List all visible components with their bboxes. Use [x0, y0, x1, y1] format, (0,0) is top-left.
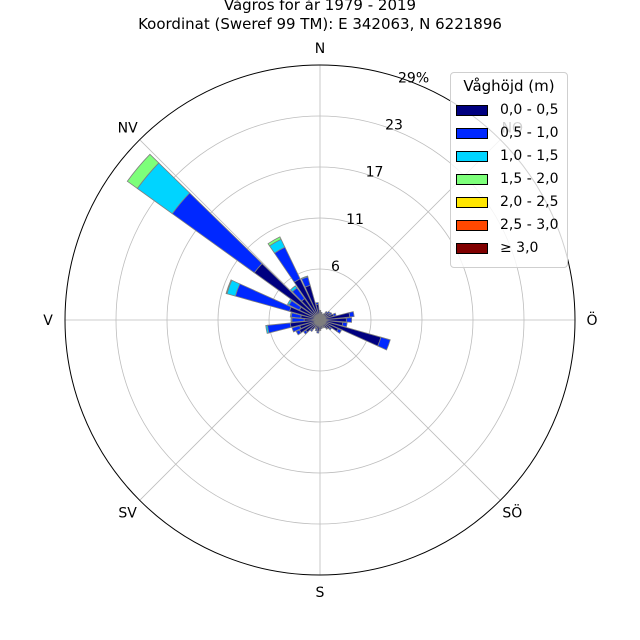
- direction-label-6: V: [43, 313, 53, 329]
- rose-sector-250-bin-1: [291, 325, 302, 333]
- rose-sector-150-bin-1: [322, 325, 326, 329]
- radial-tick-label-3: 23: [385, 118, 403, 134]
- legend-swatch: [456, 104, 488, 116]
- legend-item: 1,0 - 1,5: [456, 148, 558, 164]
- direction-label-5: SV: [118, 505, 137, 521]
- legend-label: 0,5 - 1,0: [500, 125, 559, 141]
- rose-sector-270-bin-2: [290, 317, 293, 323]
- rose-sector-280-bin-2: [289, 312, 293, 318]
- radial-tick-label-0: 6: [331, 259, 340, 275]
- rose-sector-10-bin-1: [320, 311, 323, 314]
- legend-label: 2,5 - 3,0: [500, 217, 559, 233]
- rose-sector-80-bin-1: [348, 311, 355, 318]
- rose-sector-310-bin-1: [171, 192, 263, 274]
- legend-swatch: [456, 196, 488, 208]
- rose-sector-120-bin-1: [336, 328, 342, 334]
- direction-label-0: N: [315, 41, 325, 57]
- legend-swatch: [456, 173, 488, 185]
- rose-sector-70-bin-1: [332, 312, 337, 317]
- rose-sector-330-bin-3: [267, 236, 282, 247]
- rose-sector-310-bin-3: [126, 153, 160, 190]
- direction-label-7: NV: [118, 121, 138, 137]
- direction-label-3: SÖ: [502, 503, 522, 521]
- rose-sector-110-bin-1: [377, 336, 391, 351]
- rose-sector-330-bin-1: [273, 246, 301, 283]
- rose-sector-340-bin-2: [300, 275, 309, 280]
- radial-tick-label-1: 11: [346, 212, 364, 228]
- rose-sector-260-bin-1: [267, 322, 292, 334]
- rose-sectors: [126, 153, 391, 351]
- legend-item: 2,0 - 2,5: [456, 194, 558, 210]
- rose-sector-190-bin-1: [316, 330, 320, 334]
- legend-title: Våghöjd (m): [463, 77, 555, 95]
- legend-item: 1,5 - 2,0: [456, 171, 558, 187]
- legend-swatch: [456, 242, 488, 254]
- rose-sector-130-bin-1: [328, 326, 332, 331]
- rose-sector-240-bin-1: [295, 329, 302, 336]
- rose-sector-200-bin-1: [314, 328, 318, 332]
- legend-item: 2,5 - 3,0: [456, 217, 558, 233]
- legend-item: ≥ 3,0: [456, 240, 538, 256]
- legend-label: ≥ 3,0: [500, 240, 539, 256]
- rose-sector-350-bin-1: [315, 302, 319, 306]
- legend-swatch: [456, 219, 488, 231]
- rose-sector-260-bin-2: [265, 324, 270, 334]
- polar-frame: [64, 64, 576, 576]
- grid-spoke: [139, 319, 321, 501]
- legend-label: 0,0 - 0,5: [500, 102, 559, 118]
- radial-tick-label-2: 17: [366, 165, 384, 181]
- rose-sector-140-bin-1: [325, 326, 329, 330]
- grid-spoke: [319, 319, 501, 501]
- rose-sector-230-bin-1: [303, 329, 308, 335]
- legend-label: 1,0 - 1,5: [500, 148, 559, 164]
- legend-swatch: [456, 150, 488, 162]
- rose-sector-300-bin-2: [286, 299, 293, 306]
- radial-tick-labels: 6 11 17 23 29%: [331, 70, 429, 274]
- rose-sector-320-bin-2: [289, 285, 298, 293]
- chart-title: Vågros för år 1979 - 2019 Koordinat (Swe…: [0, 0, 640, 34]
- rose-sector-110-bin-0: [319, 319, 382, 347]
- legend-label: 2,0 - 2,5: [500, 194, 559, 210]
- title-line-2: Koordinat (Sweref 99 TM): E 342063, N 62…: [138, 15, 502, 33]
- rose-sector-100-bin-1: [341, 321, 348, 328]
- direction-label-2: Ö: [586, 311, 597, 329]
- rose-sector-180-bin-1: [318, 329, 322, 331]
- legend-label: 1,5 - 2,0: [500, 171, 559, 187]
- polar-grid: [65, 65, 575, 575]
- grid-spoke: [139, 139, 321, 321]
- legend-swatch: [456, 127, 488, 139]
- title-line-1: Vågros för år 1979 - 2019: [223, 0, 417, 14]
- legend-item: 0,5 - 1,0: [456, 125, 558, 141]
- legend: Våghöjd (m) 0,0 - 0,5 0,5 - 1,0 1,0 - 1,5 1…: [450, 72, 568, 268]
- rose-sector-290-bin-3: [225, 279, 233, 295]
- rose-sector-90-bin-1: [345, 317, 353, 323]
- radial-tick-label-4: 29%: [398, 70, 429, 86]
- legend-item: 0,0 - 0,5: [456, 102, 558, 118]
- direction-label-4: S: [316, 585, 325, 601]
